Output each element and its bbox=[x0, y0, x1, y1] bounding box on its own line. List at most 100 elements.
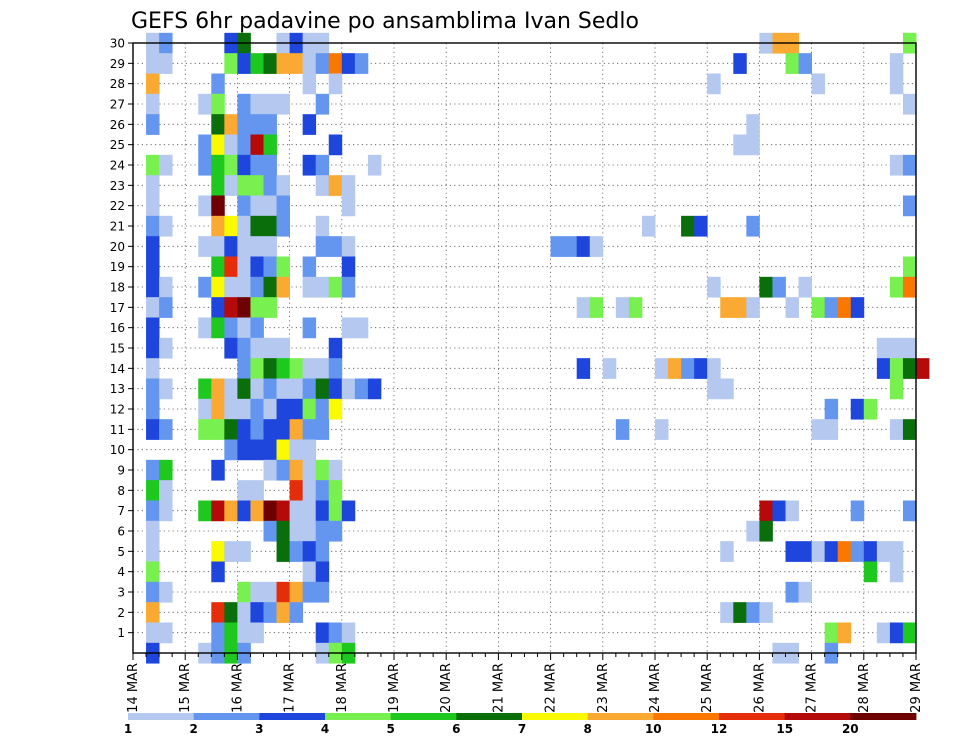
heatmap-cell bbox=[198, 419, 212, 440]
heatmap-cell bbox=[655, 358, 669, 379]
heatmap-cell bbox=[146, 73, 160, 95]
heatmap-cell bbox=[146, 459, 160, 481]
heatmap-cell bbox=[263, 378, 277, 400]
heatmap-cell bbox=[224, 236, 238, 257]
heatmap-cell bbox=[224, 439, 238, 461]
heatmap-cell bbox=[302, 256, 317, 278]
heatmap-cell bbox=[224, 622, 238, 644]
heatmap-cell bbox=[302, 378, 317, 400]
heatmap-cell bbox=[146, 317, 160, 339]
heatmap-cell bbox=[902, 276, 917, 298]
heatmap-cell bbox=[733, 602, 747, 623]
heatmap-cell bbox=[211, 419, 225, 440]
heatmap-cell bbox=[276, 419, 290, 440]
legend-color-box bbox=[456, 713, 523, 720]
heatmap-cell bbox=[224, 276, 238, 298]
y-tick-label: 1 bbox=[117, 626, 125, 640]
x-tick-label: 15 MAR bbox=[178, 663, 193, 713]
heatmap-cell bbox=[146, 622, 160, 644]
heatmap-cell bbox=[824, 398, 839, 420]
heatmap-cell bbox=[250, 337, 264, 359]
x-tick-label: 25 MAR bbox=[700, 663, 715, 713]
legend-color-box bbox=[390, 713, 457, 720]
heatmap-cell bbox=[276, 215, 290, 237]
x-tick-label: 26 MAR bbox=[752, 663, 767, 713]
heatmap-cell bbox=[289, 419, 304, 440]
heatmap-cell bbox=[746, 215, 760, 237]
y-tick-label: 2 bbox=[117, 606, 125, 620]
y-tick-label: 20 bbox=[110, 240, 125, 254]
legend-color-box bbox=[587, 713, 654, 720]
heatmap-cell bbox=[250, 195, 264, 217]
heatmap-cell bbox=[250, 419, 264, 440]
heatmap-cell bbox=[563, 236, 578, 257]
legend-level-label: 20 bbox=[842, 722, 859, 736]
x-tick-label: 23 MAR bbox=[596, 663, 611, 713]
y-tick-label: 6 bbox=[117, 525, 125, 539]
heatmap-cell bbox=[263, 358, 277, 379]
heatmap-cell bbox=[315, 622, 330, 644]
y-tick-label: 16 bbox=[110, 321, 125, 335]
heatmap-cell bbox=[772, 500, 786, 522]
heatmap-cell bbox=[159, 581, 173, 603]
heatmap-cell bbox=[146, 419, 160, 440]
heatmap-cell bbox=[798, 276, 812, 298]
heatmap-cell bbox=[159, 378, 173, 400]
heatmap-cell bbox=[211, 114, 225, 135]
heatmap-cell bbox=[902, 419, 917, 440]
heatmap-cell bbox=[146, 276, 160, 298]
heatmap-cell bbox=[224, 256, 238, 278]
legend-level-label: 6 bbox=[452, 722, 460, 736]
heatmap-cell bbox=[341, 53, 356, 74]
heatmap-cell bbox=[889, 337, 904, 359]
y-tick-label: 18 bbox=[110, 281, 125, 295]
heatmap-cell bbox=[211, 378, 225, 400]
heatmap-cell bbox=[276, 541, 290, 562]
heatmap-cell bbox=[902, 256, 917, 278]
heatmap-cell bbox=[707, 358, 721, 379]
heatmap-cell bbox=[707, 276, 721, 298]
heatmap-cell bbox=[211, 459, 225, 481]
heatmap-cell bbox=[159, 154, 173, 176]
heatmap-cell bbox=[250, 378, 264, 400]
heatmap-cell bbox=[211, 602, 225, 623]
heatmap-cell bbox=[263, 419, 277, 440]
heatmap-cell bbox=[211, 622, 225, 644]
heatmap-cell bbox=[785, 297, 799, 318]
heatmap-cell bbox=[211, 236, 225, 257]
legend-level-label: 10 bbox=[645, 722, 662, 736]
heatmap-cell bbox=[146, 236, 160, 257]
heatmap-cell bbox=[237, 337, 251, 359]
heatmap-cell bbox=[341, 500, 356, 522]
heatmap-cell bbox=[811, 419, 826, 440]
heatmap-cell bbox=[289, 500, 304, 522]
heatmap-cell bbox=[276, 439, 290, 461]
y-tick-label: 7 bbox=[117, 504, 125, 518]
heatmap-cell bbox=[589, 297, 604, 318]
y-axis: 1234567891011121314151617181920212223242… bbox=[110, 37, 133, 640]
heatmap-cell bbox=[315, 541, 330, 562]
heatmap-cell bbox=[146, 154, 160, 176]
heatmap-cell bbox=[250, 175, 264, 196]
heatmap-cell bbox=[146, 93, 160, 115]
heatmap-cell bbox=[746, 520, 760, 542]
heatmap-cell bbox=[276, 500, 290, 522]
heatmap-cell bbox=[146, 53, 160, 74]
heatmap-cell bbox=[224, 398, 238, 420]
heatmap-cell bbox=[315, 175, 330, 196]
heatmap-cell bbox=[798, 541, 812, 562]
heatmap-cell bbox=[159, 622, 173, 644]
heatmap-cell bbox=[237, 622, 251, 644]
heatmap-cell bbox=[733, 53, 747, 74]
heatmap-cell bbox=[211, 195, 225, 217]
y-tick-label: 3 bbox=[117, 586, 125, 600]
heatmap-cell bbox=[276, 358, 290, 379]
heatmap-cell bbox=[250, 276, 264, 298]
heatmap-cell bbox=[850, 297, 865, 318]
heatmap-cell bbox=[720, 602, 734, 623]
heatmap-cell bbox=[876, 337, 891, 359]
heatmap-cell bbox=[211, 93, 225, 115]
heatmap-cell bbox=[837, 622, 852, 644]
heatmap-cell bbox=[602, 358, 617, 379]
heatmap-cell bbox=[341, 317, 356, 339]
